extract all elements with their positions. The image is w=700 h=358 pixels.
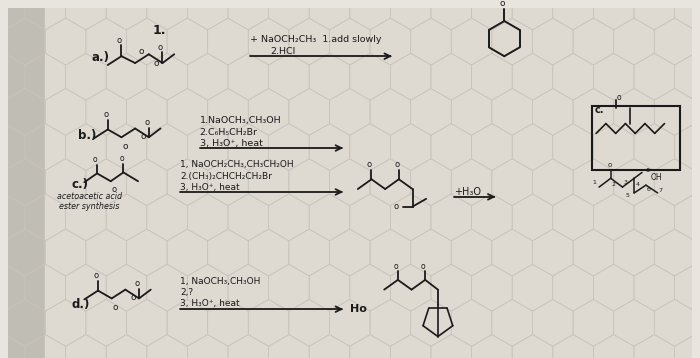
Text: d.): d.): [71, 298, 90, 311]
Text: o: o: [617, 93, 622, 102]
Text: 4: 4: [635, 182, 639, 187]
Text: 3, H₃O⁺, heat: 3, H₃O⁺, heat: [180, 299, 239, 308]
Text: o: o: [158, 43, 163, 52]
Text: o: o: [140, 132, 146, 141]
Text: c.: c.: [594, 105, 603, 115]
Text: o: o: [117, 36, 122, 45]
Text: 3: 3: [624, 180, 627, 185]
Bar: [592, 106, 680, 169]
Text: Ho: Ho: [350, 304, 367, 314]
Text: 2,?: 2,?: [180, 288, 193, 297]
Text: o: o: [134, 279, 139, 288]
Text: 1: 1: [592, 180, 596, 185]
Text: o: o: [154, 59, 159, 68]
Text: o: o: [104, 110, 108, 119]
Bar: [8, 8, 46, 358]
Text: o: o: [94, 271, 99, 280]
Text: 6: 6: [647, 187, 651, 192]
Text: a.): a.): [91, 51, 109, 64]
Text: o: o: [367, 160, 372, 169]
Text: 5: 5: [625, 193, 629, 198]
Text: o: o: [500, 0, 505, 8]
Text: o: o: [138, 47, 144, 56]
Text: ester synthesis: ester synthesis: [59, 202, 119, 211]
Text: OH: OH: [651, 173, 662, 182]
Text: 2.HCl: 2.HCl: [270, 47, 295, 56]
Text: o: o: [646, 166, 650, 173]
Text: 3, H₃O⁺, heat: 3, H₃O⁺, heat: [180, 183, 239, 192]
Text: o: o: [93, 155, 97, 164]
Text: o: o: [119, 154, 124, 163]
Text: + NaOCH₂CH₃  1.add slowly: + NaOCH₂CH₃ 1.add slowly: [251, 35, 382, 44]
Text: 2: 2: [612, 182, 616, 187]
Text: acetoacetic acid: acetoacetic acid: [57, 192, 122, 201]
Text: +H₃O: +H₃O: [454, 187, 482, 197]
Text: 1.NaOCH₃,CH₃OH: 1.NaOCH₃,CH₃OH: [199, 116, 281, 125]
Text: o: o: [393, 262, 398, 271]
Text: o: o: [112, 184, 117, 194]
Text: o: o: [122, 141, 128, 151]
Text: o: o: [394, 160, 400, 169]
Text: 2.C₆H₅CH₂Br: 2.C₆H₅CH₂Br: [199, 128, 258, 137]
Text: 3, H₃O⁺, heat: 3, H₃O⁺, heat: [199, 139, 262, 147]
Text: 1.: 1.: [153, 24, 166, 37]
Text: 7: 7: [659, 189, 663, 193]
Text: o: o: [393, 202, 399, 211]
Text: o: o: [608, 161, 612, 168]
Text: o: o: [421, 262, 426, 271]
Text: c.): c.): [71, 178, 89, 191]
Text: o: o: [130, 293, 136, 302]
Text: 1, NaOCH₃,CH₃OH: 1, NaOCH₃,CH₃OH: [180, 277, 260, 286]
Text: 1, NaOCH₂CH₃,CH₃CH₂OH: 1, NaOCH₂CH₃,CH₃CH₂OH: [180, 160, 294, 169]
Text: b.): b.): [78, 129, 97, 142]
Text: 2.(CH₃)₂CHCH₂CH₂Br: 2.(CH₃)₂CHCH₂CH₂Br: [180, 172, 272, 181]
Text: o: o: [144, 118, 149, 127]
Text: o: o: [113, 303, 118, 312]
